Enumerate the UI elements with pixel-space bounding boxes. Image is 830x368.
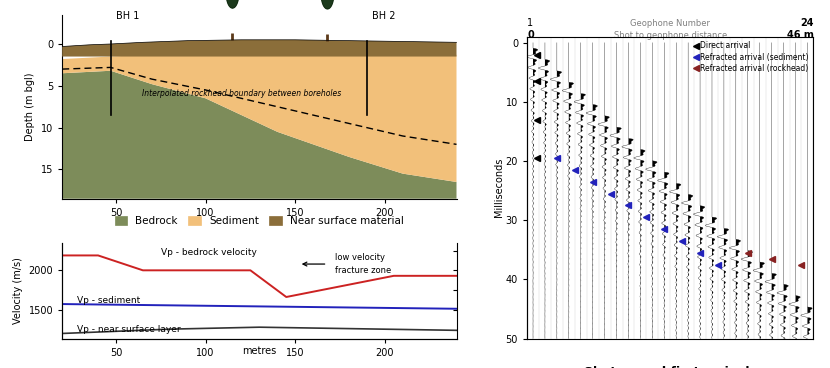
Polygon shape [321, 0, 334, 9]
Legend: Direct arrival, Refracted arrival (sediment), Refracted arrival (rockhead): Direct arrival, Refracted arrival (sedim… [691, 38, 812, 76]
Text: Vp - bedrock velocity: Vp - bedrock velocity [161, 248, 256, 257]
Text: BH 1: BH 1 [116, 11, 139, 21]
Text: Vp - sediment: Vp - sediment [76, 296, 139, 305]
Polygon shape [227, 0, 239, 8]
Text: fracture zone: fracture zone [334, 266, 391, 275]
Text: Geophone Number: Geophone Number [630, 19, 710, 28]
Text: 24: 24 [800, 18, 813, 28]
Text: BH 2: BH 2 [373, 11, 396, 21]
Y-axis label: Velocity (m/s): Velocity (m/s) [13, 257, 23, 324]
Y-axis label: Depth (m bgl): Depth (m bgl) [25, 72, 36, 141]
Polygon shape [62, 40, 456, 57]
Polygon shape [62, 71, 456, 199]
Text: low velocity: low velocity [334, 254, 384, 262]
Text: 1: 1 [527, 18, 533, 28]
Text: Shot record first arrivals: Shot record first arrivals [583, 366, 757, 368]
Polygon shape [62, 52, 456, 182]
Y-axis label: Milliseconds: Milliseconds [494, 158, 505, 217]
Text: Vp - near surface layer: Vp - near surface layer [76, 325, 180, 334]
Legend: Bedrock, Sediment, Near surface material: Bedrock, Sediment, Near surface material [110, 212, 408, 230]
Text: 0: 0 [527, 30, 534, 40]
Text: 46 m: 46 m [787, 30, 813, 40]
Text: metres: metres [242, 346, 276, 356]
Text: Shot to geophone distance: Shot to geophone distance [613, 31, 727, 40]
Text: Interpolated rockhead boundary between boreholes: Interpolated rockhead boundary between b… [142, 89, 341, 98]
